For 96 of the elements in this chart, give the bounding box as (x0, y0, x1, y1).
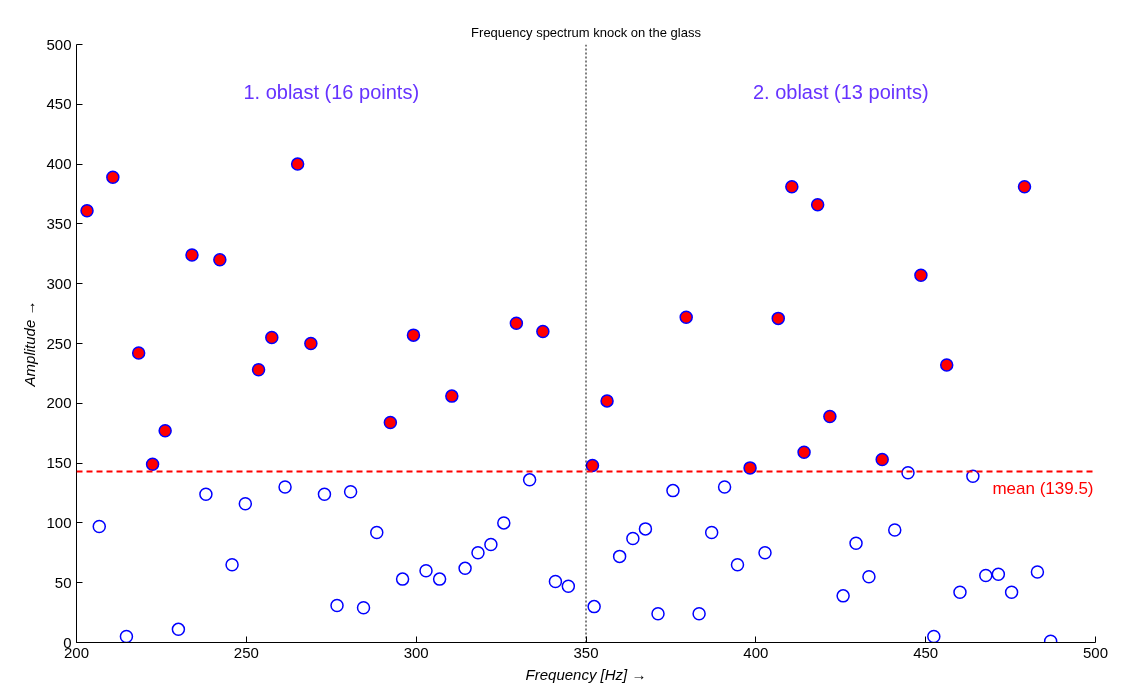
point (278, 480, 292, 494)
annotation: 1. oblast (16 points) (243, 81, 420, 104)
point (651, 607, 665, 621)
point (290, 157, 305, 171)
point (238, 497, 253, 511)
point (171, 622, 186, 637)
point (471, 546, 485, 560)
point (862, 569, 876, 584)
point (771, 311, 785, 326)
point (587, 599, 601, 614)
point (213, 253, 227, 267)
point (548, 574, 563, 589)
point (317, 487, 332, 501)
point (356, 601, 371, 615)
y-axis-title: Amplitude → (21, 300, 39, 388)
y-tick-label: 200 (46, 394, 72, 412)
x-tick-label: 250 (233, 643, 259, 661)
point (612, 549, 627, 564)
point (679, 310, 693, 324)
point (638, 522, 653, 536)
point (692, 607, 706, 621)
point (1017, 180, 1032, 194)
point (979, 568, 993, 583)
point (836, 589, 850, 603)
point (522, 473, 537, 487)
point (914, 268, 928, 283)
y-tick-label: 400 (46, 155, 72, 173)
point (131, 346, 146, 360)
point (330, 598, 344, 613)
x-tick-label: 400 (743, 643, 769, 661)
point (901, 465, 915, 480)
point (158, 424, 172, 438)
point (966, 469, 980, 483)
ref-line-label: mean (139.5) (992, 479, 1094, 499)
x-tick-label: 350 (573, 643, 599, 661)
point (888, 523, 902, 537)
point (445, 389, 459, 403)
y-tick-label: 250 (46, 334, 72, 352)
point (1004, 585, 1019, 600)
point (939, 358, 954, 372)
y-tick-label: 500 (46, 35, 72, 53)
point (370, 525, 384, 540)
y-tick-label: 100 (46, 513, 72, 531)
point (785, 180, 799, 194)
point (561, 579, 576, 594)
point (145, 457, 160, 472)
point (849, 536, 863, 550)
point (432, 572, 447, 586)
point (419, 564, 433, 578)
point (395, 572, 410, 586)
point (758, 546, 772, 560)
point (717, 480, 732, 494)
point (509, 316, 524, 330)
point (600, 394, 614, 408)
annotation: 2. oblast (13 points) (752, 81, 929, 104)
chart-title: Frequency spectrum knock on the glass (471, 24, 702, 40)
point (251, 363, 266, 377)
y-tick-label: 300 (46, 274, 72, 292)
point (666, 483, 680, 498)
y-tick-label: 50 (54, 573, 72, 591)
point (484, 537, 498, 552)
x-tick-label: 450 (913, 643, 939, 661)
y-tick-label: 150 (46, 454, 72, 472)
point (927, 629, 941, 643)
point (730, 558, 745, 572)
point (875, 452, 889, 467)
x-tick-label: 500 (1082, 643, 1109, 661)
y-tick-label: 450 (46, 95, 72, 113)
x-tick-label: 300 (403, 643, 429, 661)
point (343, 485, 358, 499)
point (1030, 565, 1045, 579)
point (585, 458, 600, 473)
point (536, 324, 550, 339)
point (626, 531, 640, 546)
x-axis-title: Frequency [Hz] → (525, 665, 647, 683)
point (458, 561, 472, 576)
point (797, 445, 811, 460)
point (406, 328, 421, 342)
point (265, 330, 279, 345)
point (199, 487, 213, 501)
point (743, 461, 757, 475)
point (383, 415, 398, 430)
point (80, 204, 94, 218)
point (106, 170, 120, 184)
point (497, 516, 511, 530)
point (304, 336, 318, 351)
point (92, 519, 107, 534)
point (185, 248, 199, 262)
point (823, 409, 837, 424)
point (225, 558, 239, 572)
y-tick-label: 350 (46, 214, 72, 232)
point (704, 525, 719, 540)
point (810, 198, 825, 212)
point (119, 629, 134, 643)
point (991, 567, 1006, 582)
point (953, 585, 967, 600)
